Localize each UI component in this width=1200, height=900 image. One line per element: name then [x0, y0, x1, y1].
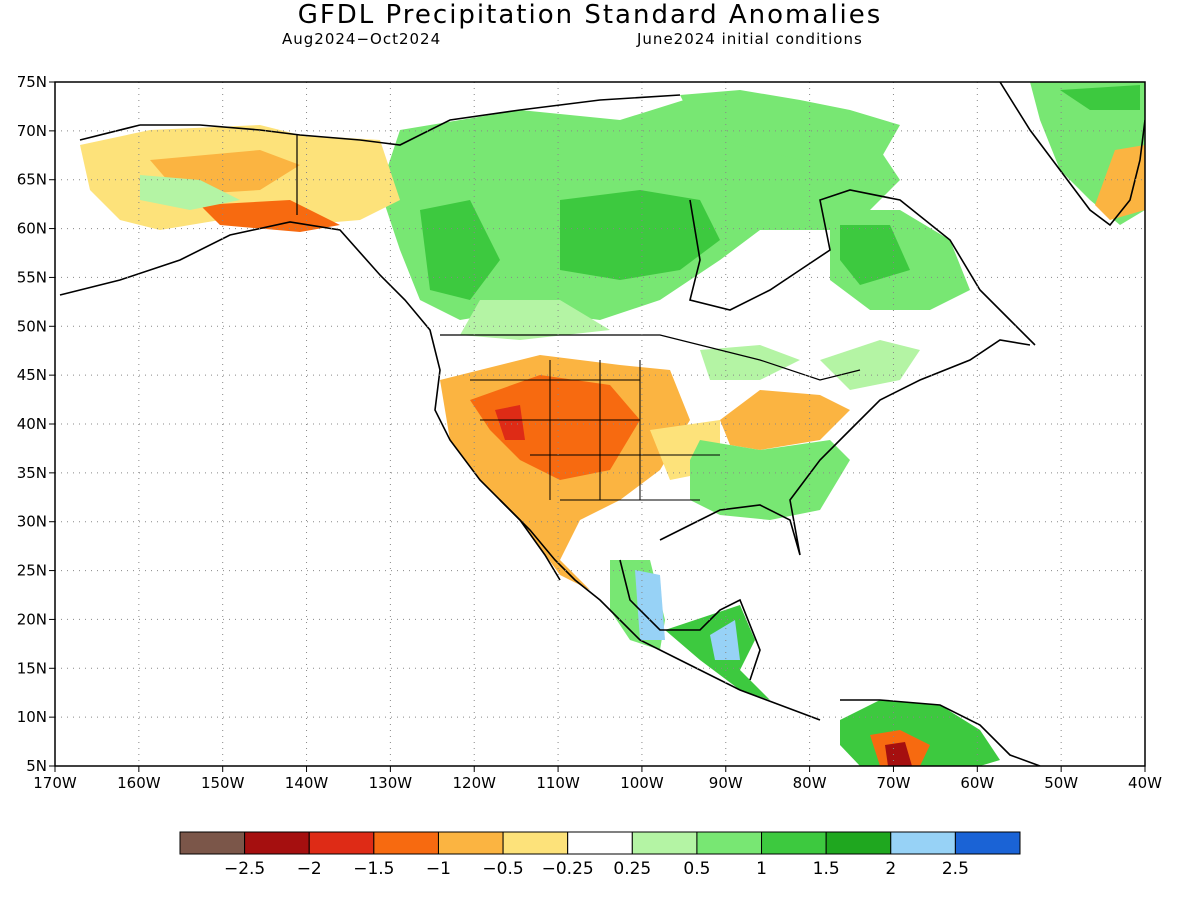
lat-tick-label: 60N — [17, 220, 47, 238]
colorbar-label: 1 — [756, 859, 767, 879]
colorbar-swatch — [761, 831, 827, 855]
colorbar-swatch — [373, 831, 439, 855]
colorbar-label: 0.5 — [683, 859, 710, 879]
initial-conditions: June2024 initial conditions — [637, 30, 863, 48]
forecast-period: Aug2024−Oct2024 — [282, 30, 442, 48]
lat-tick-label: 10N — [17, 708, 47, 726]
colorbar-label: −1 — [426, 859, 451, 879]
coastlines — [59, 82, 1145, 766]
lat-tick-label: 55N — [17, 268, 47, 286]
colorbar-label: 0.25 — [613, 859, 651, 879]
lat-tick-label: 50N — [17, 317, 47, 335]
lat-tick-label: 30N — [17, 513, 47, 531]
graticule — [55, 82, 1145, 766]
colorbar-swatch — [502, 831, 569, 855]
colorbar-label: 2.5 — [942, 859, 969, 879]
lat-tick-label: 45N — [17, 366, 47, 384]
lat-tick-label: 15N — [17, 659, 47, 677]
colorbar-swatch — [631, 831, 698, 855]
lon-tick-label: 160W — [117, 774, 161, 792]
lon-tick-label: 150W — [201, 774, 245, 792]
colorbar-label: −0.25 — [542, 859, 594, 879]
colorbar-label: −1.5 — [353, 859, 394, 879]
colorbar-swatch — [179, 831, 246, 855]
lat-tick-label: 35N — [17, 464, 47, 482]
colorbar — [179, 831, 1021, 855]
colorbar-label: −0.5 — [482, 859, 523, 879]
lon-tick-label: 100W — [620, 774, 664, 792]
lon-tick-label: 140W — [285, 774, 329, 792]
colorbar-swatch — [890, 831, 956, 855]
colorbar-swatch — [825, 831, 892, 855]
colorbar-swatch — [954, 831, 1021, 855]
lon-tick-label: 110W — [536, 774, 580, 792]
lat-tick-label: 20N — [17, 610, 47, 628]
lon-tick-label: 80W — [793, 774, 827, 792]
colorbar-swatch — [696, 831, 763, 855]
colorbar-label: −2 — [297, 859, 322, 879]
colorbar-swatch — [567, 831, 633, 855]
lon-tick-label: 50W — [1044, 774, 1078, 792]
colorbar-label: −2.5 — [224, 859, 265, 879]
map-title: GFDL Precipitation Standard Anomalies — [297, 0, 883, 30]
colorbar-label: 2 — [885, 859, 896, 879]
colorbar-swatch — [244, 831, 310, 855]
lon-tick-label: 40W — [1128, 774, 1162, 792]
lat-tick-label: 40N — [17, 415, 47, 433]
lat-tick-label: 75N — [17, 73, 47, 91]
lon-tick-label: 170W — [33, 774, 77, 792]
lat-tick-label: 70N — [17, 122, 47, 140]
lat-tick-label: 65N — [17, 171, 47, 189]
colorbar-swatch — [308, 831, 375, 855]
colorbar-label: 1.5 — [813, 859, 840, 879]
lon-tick-label: 130W — [369, 774, 413, 792]
lat-tick-label: 25N — [17, 562, 47, 580]
lon-tick-label: 120W — [452, 774, 496, 792]
lon-tick-label: 70W — [877, 774, 911, 792]
lon-tick-label: 90W — [709, 774, 743, 792]
colorbar-swatch — [437, 831, 504, 855]
anomaly-shading — [80, 82, 1145, 766]
lat-tick-label: 5N — [26, 757, 47, 775]
lon-tick-label: 60W — [960, 774, 994, 792]
